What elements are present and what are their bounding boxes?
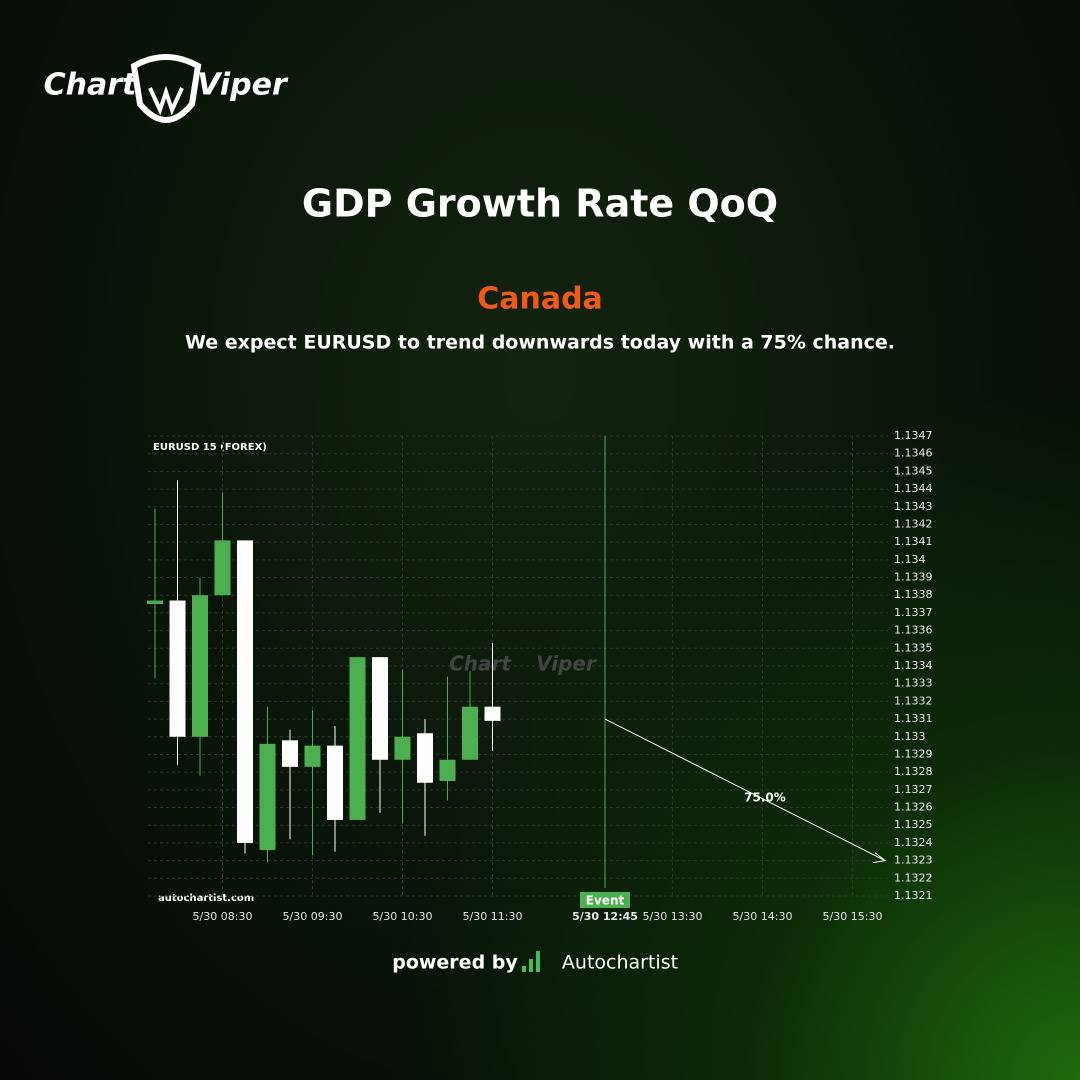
subtitle: Canada: [477, 282, 603, 317]
watermark: Viper: [536, 652, 597, 676]
y-tick-label: 1.1347: [894, 429, 933, 442]
y-tick-label: 1.1346: [894, 447, 933, 460]
candle-body: [417, 733, 433, 783]
y-tick-label: 1.1335: [894, 641, 933, 654]
y-tick-label: 1.1331: [894, 712, 933, 725]
candle-body: [192, 595, 208, 737]
x-tick-label: 5/30 10:30: [373, 910, 433, 923]
y-tick-label: 1.1321: [894, 889, 933, 902]
candle-body: [237, 540, 253, 843]
logo-left: Chart: [44, 68, 138, 103]
candle-body: [327, 745, 343, 820]
watermark: Chart: [449, 652, 512, 676]
candle-body: [304, 745, 321, 767]
y-tick-label: 1.134: [894, 553, 926, 566]
y-tick-label: 1.1323: [894, 854, 933, 867]
candle-body: [214, 540, 231, 596]
y-tick-label: 1.1342: [894, 517, 933, 530]
x-tick-label: 5/30 11:30: [463, 910, 523, 923]
candle-body: [462, 706, 478, 760]
powered-by: powered by: [392, 952, 518, 974]
candle-body: [394, 736, 411, 760]
provider: Autochartist: [562, 952, 678, 974]
event-label: Event: [586, 894, 625, 908]
y-tick-label: 1.1336: [894, 624, 933, 637]
candle-body: [372, 657, 388, 760]
x-tick-label: 5/30 08:30: [193, 910, 253, 923]
x-tick-label: 5/30 09:30: [283, 910, 343, 923]
candle-body: [259, 743, 276, 850]
candle-body: [169, 600, 186, 737]
y-tick-label: 1.1326: [894, 801, 933, 814]
projection-arrow: [872, 852, 887, 864]
y-tick-label: 1.1332: [894, 694, 933, 707]
projection-label: 75.0%: [744, 790, 786, 804]
source: autochartist.com: [158, 893, 254, 904]
y-tick-label: 1.1327: [894, 783, 933, 796]
y-tick-label: 1.1338: [894, 588, 933, 601]
y-tick-label: 1.1325: [894, 818, 933, 831]
candle-body: [282, 740, 298, 767]
title: GDP Growth Rate QoQ: [302, 182, 778, 226]
y-tick-label: 1.1343: [894, 500, 933, 513]
instrument-label: EURUSD 15 (FOREX): [153, 442, 267, 453]
candle-body: [484, 706, 501, 721]
event-x-label: 5/30 12:45: [572, 910, 638, 923]
x-tick-label: 5/30 13:30: [643, 910, 703, 923]
x-tick-label: 5/30 14:30: [733, 910, 793, 923]
y-tick-label: 1.1322: [894, 871, 933, 884]
y-tick-label: 1.1339: [894, 571, 933, 584]
event-box: [580, 892, 630, 908]
candle-body: [147, 600, 163, 605]
y-tick-label: 1.1345: [894, 464, 933, 477]
y-tick-label: 1.1337: [894, 606, 933, 619]
y-tick-label: 1.1333: [894, 677, 933, 690]
y-tick-label: 1.1328: [894, 765, 933, 778]
x-tick-label: 5/30 15:30: [823, 910, 883, 923]
logo-right: Viper: [197, 68, 289, 103]
y-tick-label: 1.1341: [894, 535, 933, 548]
candle-body: [439, 759, 456, 781]
description: We expect EURUSD to trend downwards toda…: [185, 332, 895, 354]
y-tick-label: 1.133: [894, 730, 926, 743]
y-tick-label: 1.1329: [894, 747, 933, 760]
provider-icon: [522, 951, 540, 972]
y-tick-label: 1.1324: [894, 836, 933, 849]
candle-body: [349, 657, 366, 820]
y-tick-label: 1.1344: [894, 482, 933, 495]
projection-line: [604, 718, 886, 862]
y-tick-label: 1.1334: [894, 659, 933, 672]
logo-icon: [130, 54, 202, 123]
